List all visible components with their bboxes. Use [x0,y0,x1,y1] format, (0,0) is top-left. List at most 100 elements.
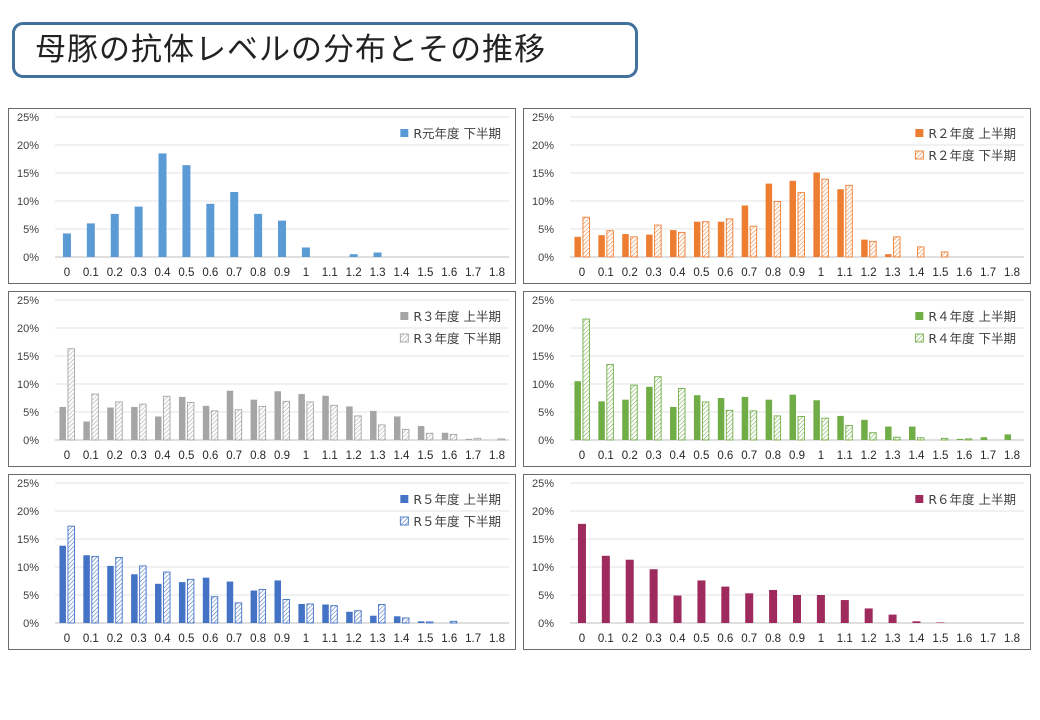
bar [107,407,114,440]
bar [91,555,99,624]
bar [298,603,305,623]
bar [837,189,844,257]
legend-swatch [914,150,924,160]
bar [163,395,171,441]
bar [349,254,358,257]
legend-swatch [914,333,924,343]
bar [940,437,949,441]
x-tick-label: 1.3 [885,633,901,645]
x-tick-label: 1.4 [393,450,410,462]
bar [59,406,66,440]
legend-swatch [399,516,409,526]
x-tick-label: 0 [64,633,70,645]
x-tick-label: 1 [303,450,309,462]
bar [186,402,195,441]
y-tick-label: 25% [17,112,39,124]
x-tick-label: 0.9 [274,267,290,279]
bar [606,363,614,441]
chart-panel-r3: 0% 5% 10% 15% 20% 25% 0 0.1 0.2 0.3 0.4 0.5 0.6 0.7 0.… [8,291,516,467]
y-tick-label: 10% [532,379,554,391]
bar [417,621,425,623]
bar [346,406,353,440]
bar [354,610,362,624]
bar [725,409,734,441]
bar [441,432,449,440]
bar [654,376,662,441]
legend-swatch [400,129,409,137]
x-tick-label: 0.7 [741,450,757,462]
x-tick-label: 1.7 [980,267,996,279]
y-tick-label: 0% [23,252,39,264]
x-tick-label: 1.5 [417,450,433,462]
x-tick-label: 0.4 [155,267,172,279]
bar [274,580,281,623]
bar [908,426,916,440]
y-tick-label: 5% [538,224,554,236]
x-tick-label: 1.1 [837,450,853,462]
y-tick-label: 10% [17,379,39,391]
bar [226,390,234,440]
chart-panel-r2: 0% 5% 10% 15% 20% 25% 0 0.1 0.2 0.3 0.4 0.5 0.6 0.7 0.… [523,108,1031,284]
bar [62,233,71,257]
x-tick-label: 0.5 [693,267,709,279]
x-tick-label: 0.7 [226,450,242,462]
bar [139,565,147,624]
x-tick-label: 1.3 [370,267,386,279]
x-tick-label: 1.7 [465,633,481,645]
chart-svg: 0% 5% 10% 15% 20% 25% 0 0.1 0.2 0.3 0.4 0.5 0.6 0.7 0.… [17,112,509,279]
x-tick-label: 1.8 [1004,633,1020,645]
x-tick-label: 1.6 [441,633,457,645]
y-tick-label: 20% [532,140,554,152]
x-tick-label: 0.5 [693,450,709,462]
bar [885,254,892,257]
x-tick-label: 0.3 [131,267,147,279]
bar [670,406,677,440]
x-tick-label: 1.3 [370,450,386,462]
x-tick-label: 0.4 [155,450,172,462]
x-tick-label: 0.7 [741,633,757,645]
bar [861,419,868,440]
bar [678,388,686,441]
x-tick-label: 1 [818,450,824,462]
chart-panel-r6: 0% 5% 10% 15% 20% 25% 0 0.1 0.2 0.3 0.4 0.5 0.6 0.7 0.… [523,474,1031,650]
x-tick-label: 0 [64,450,70,462]
bar [717,398,725,440]
y-tick-label: 15% [532,534,554,546]
x-tick-label: 1.8 [489,267,505,279]
x-tick-label: 0.9 [789,267,805,279]
legend-swatch [915,495,924,503]
x-tick-label: 0.3 [646,267,662,279]
chart-svg: 0% 5% 10% 15% 20% 25% 0 0.1 0.2 0.3 0.4 0.5 0.6 0.7 0.… [17,478,509,645]
bar [673,595,682,623]
legend-swatch [915,129,924,137]
y-tick-label: 0% [23,618,39,630]
y-tick-label: 20% [17,140,39,152]
x-tick-label: 1.2 [861,633,877,645]
bar [697,580,706,623]
bar [936,622,945,623]
bar [773,415,782,441]
y-tick-label: 5% [23,407,39,419]
chart-panel-r1: 0% 5% 10% 15% 20% 25% 0 0.1 0.2 0.3 0.4 0.5 0.6 0.7 0.… [8,108,516,284]
bar [701,401,710,441]
legend-label: R４年度 下半期 [928,331,1016,346]
bar [813,172,820,257]
y-tick-label: 10% [17,196,39,208]
legend-swatch [915,312,924,320]
bar [840,600,849,623]
x-tick-label: 0.4 [670,633,687,645]
bar [816,595,825,623]
bar [789,394,796,440]
bar [765,399,773,440]
bar [964,438,973,441]
y-tick-label: 0% [23,435,39,447]
x-tick-label: 0.3 [131,450,147,462]
x-tick-label: 1.1 [322,267,338,279]
bar [115,401,123,441]
bar [139,403,147,441]
bar [282,400,290,441]
legend-label: R２年度 下半期 [928,148,1016,163]
bar [574,381,581,440]
x-tick-label: 0.2 [622,450,638,462]
bar [91,393,99,441]
